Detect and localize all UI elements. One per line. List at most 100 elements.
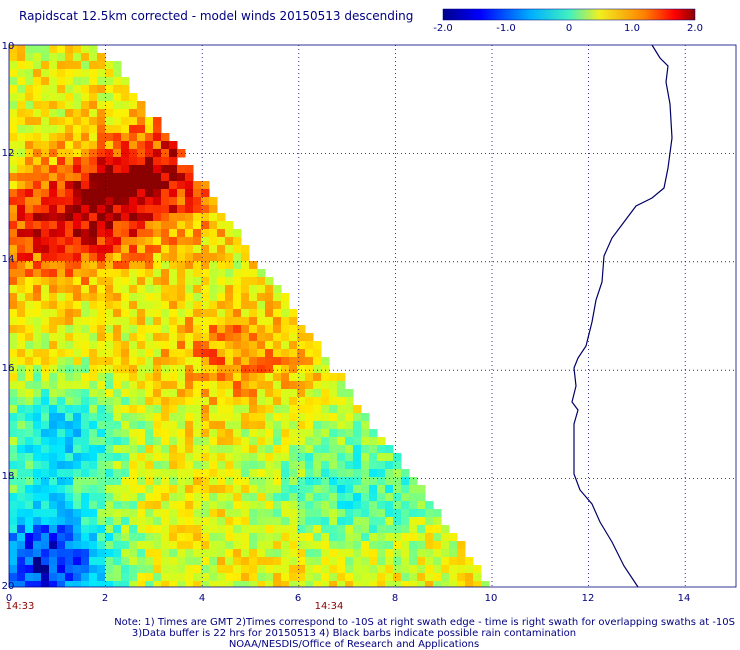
swath-cell	[337, 437, 346, 446]
swath-cell	[41, 165, 50, 174]
swath-cell	[97, 325, 106, 334]
swath-cell	[25, 317, 34, 326]
swath-cell	[153, 277, 162, 286]
swath-cell	[185, 301, 194, 310]
swath-cell	[209, 445, 218, 454]
swath-cell	[353, 413, 362, 422]
swath-cell	[273, 541, 282, 550]
swath-cell	[233, 429, 242, 438]
swath-cell	[49, 221, 58, 230]
swath-cell	[145, 533, 154, 542]
swath-cell	[281, 349, 290, 358]
swath-cell	[81, 485, 90, 494]
swath-cell	[169, 389, 178, 398]
swath-cell	[409, 581, 418, 587]
swath-cell	[233, 389, 242, 398]
swath-cell	[265, 501, 274, 510]
swath-cell	[105, 109, 114, 118]
swath-cell	[105, 181, 114, 190]
swath-cell	[297, 461, 306, 470]
swath-cell	[225, 285, 234, 294]
swath-cell	[297, 325, 306, 334]
swath-cell	[121, 533, 130, 542]
swath-cell	[409, 477, 418, 486]
swath-cell	[369, 549, 378, 558]
swath-cell	[73, 101, 82, 110]
swath-cell	[121, 365, 130, 374]
swath-cell	[385, 453, 394, 462]
swath-cell	[353, 581, 362, 587]
swath-cell	[73, 205, 82, 214]
swath-cell	[225, 237, 234, 246]
swath-cell	[225, 453, 234, 462]
swath-cell	[321, 461, 330, 470]
swath-cell	[265, 293, 274, 302]
swath-cell	[121, 301, 130, 310]
swath-cell	[393, 493, 402, 502]
swath-cell	[353, 405, 362, 414]
swath-cell	[201, 581, 210, 587]
swath-cell	[201, 493, 210, 502]
swath-cell	[233, 549, 242, 558]
swath-cell	[65, 117, 74, 126]
swath-cell	[273, 477, 282, 486]
swath-cell	[121, 309, 130, 318]
swath-cell	[209, 397, 218, 406]
swath-cell	[217, 453, 226, 462]
swath-cell	[57, 61, 66, 70]
swath-cell	[377, 517, 386, 526]
swath-cell	[121, 125, 130, 134]
swath-cell	[209, 413, 218, 422]
swath-cell	[457, 541, 466, 550]
swath-cell	[281, 573, 290, 582]
swath-cell	[225, 309, 234, 318]
swath-cell	[201, 349, 210, 358]
swath-cell	[57, 141, 66, 150]
swath-cell	[313, 581, 322, 587]
swath-cell	[9, 205, 18, 214]
swath-cell	[337, 485, 346, 494]
swath-cell	[233, 541, 242, 550]
swath-cell	[17, 525, 26, 534]
swath-cell	[41, 133, 50, 142]
swath-cell	[153, 261, 162, 270]
swath-cell	[329, 517, 338, 526]
swath-cell	[257, 405, 266, 414]
swath-cell	[281, 549, 290, 558]
swath-cell	[209, 237, 218, 246]
swath-cell	[185, 229, 194, 238]
swath-cell	[289, 469, 298, 478]
swath-cell	[177, 325, 186, 334]
swath-cell	[73, 269, 82, 278]
swath-cell	[41, 93, 50, 102]
swath-cell	[169, 581, 178, 587]
swath-cell	[177, 229, 186, 238]
swath-cell	[9, 293, 18, 302]
swath-cell	[25, 405, 34, 414]
swath-cell	[121, 85, 130, 94]
swath-cell	[289, 509, 298, 518]
swath-cell	[441, 581, 450, 587]
swath-cell	[129, 173, 138, 182]
swath-cell	[145, 461, 154, 470]
swath-cell	[185, 341, 194, 350]
swath-cell	[9, 309, 18, 318]
swath-cell	[265, 397, 274, 406]
swath-cell	[265, 405, 274, 414]
swath-cell	[65, 237, 74, 246]
swath-cell	[273, 581, 282, 587]
swath-cell	[169, 253, 178, 262]
swath-cell	[129, 117, 138, 126]
swath-cell	[281, 413, 290, 422]
swath-cell	[217, 429, 226, 438]
swath-cell	[57, 541, 66, 550]
swath-cell	[241, 573, 250, 582]
swath-cell	[81, 229, 90, 238]
swath-cell	[137, 549, 146, 558]
swath-cell	[233, 381, 242, 390]
swath-cell	[161, 229, 170, 238]
swath-cell	[65, 277, 74, 286]
swath-cell	[297, 445, 306, 454]
swath-cell	[281, 373, 290, 382]
